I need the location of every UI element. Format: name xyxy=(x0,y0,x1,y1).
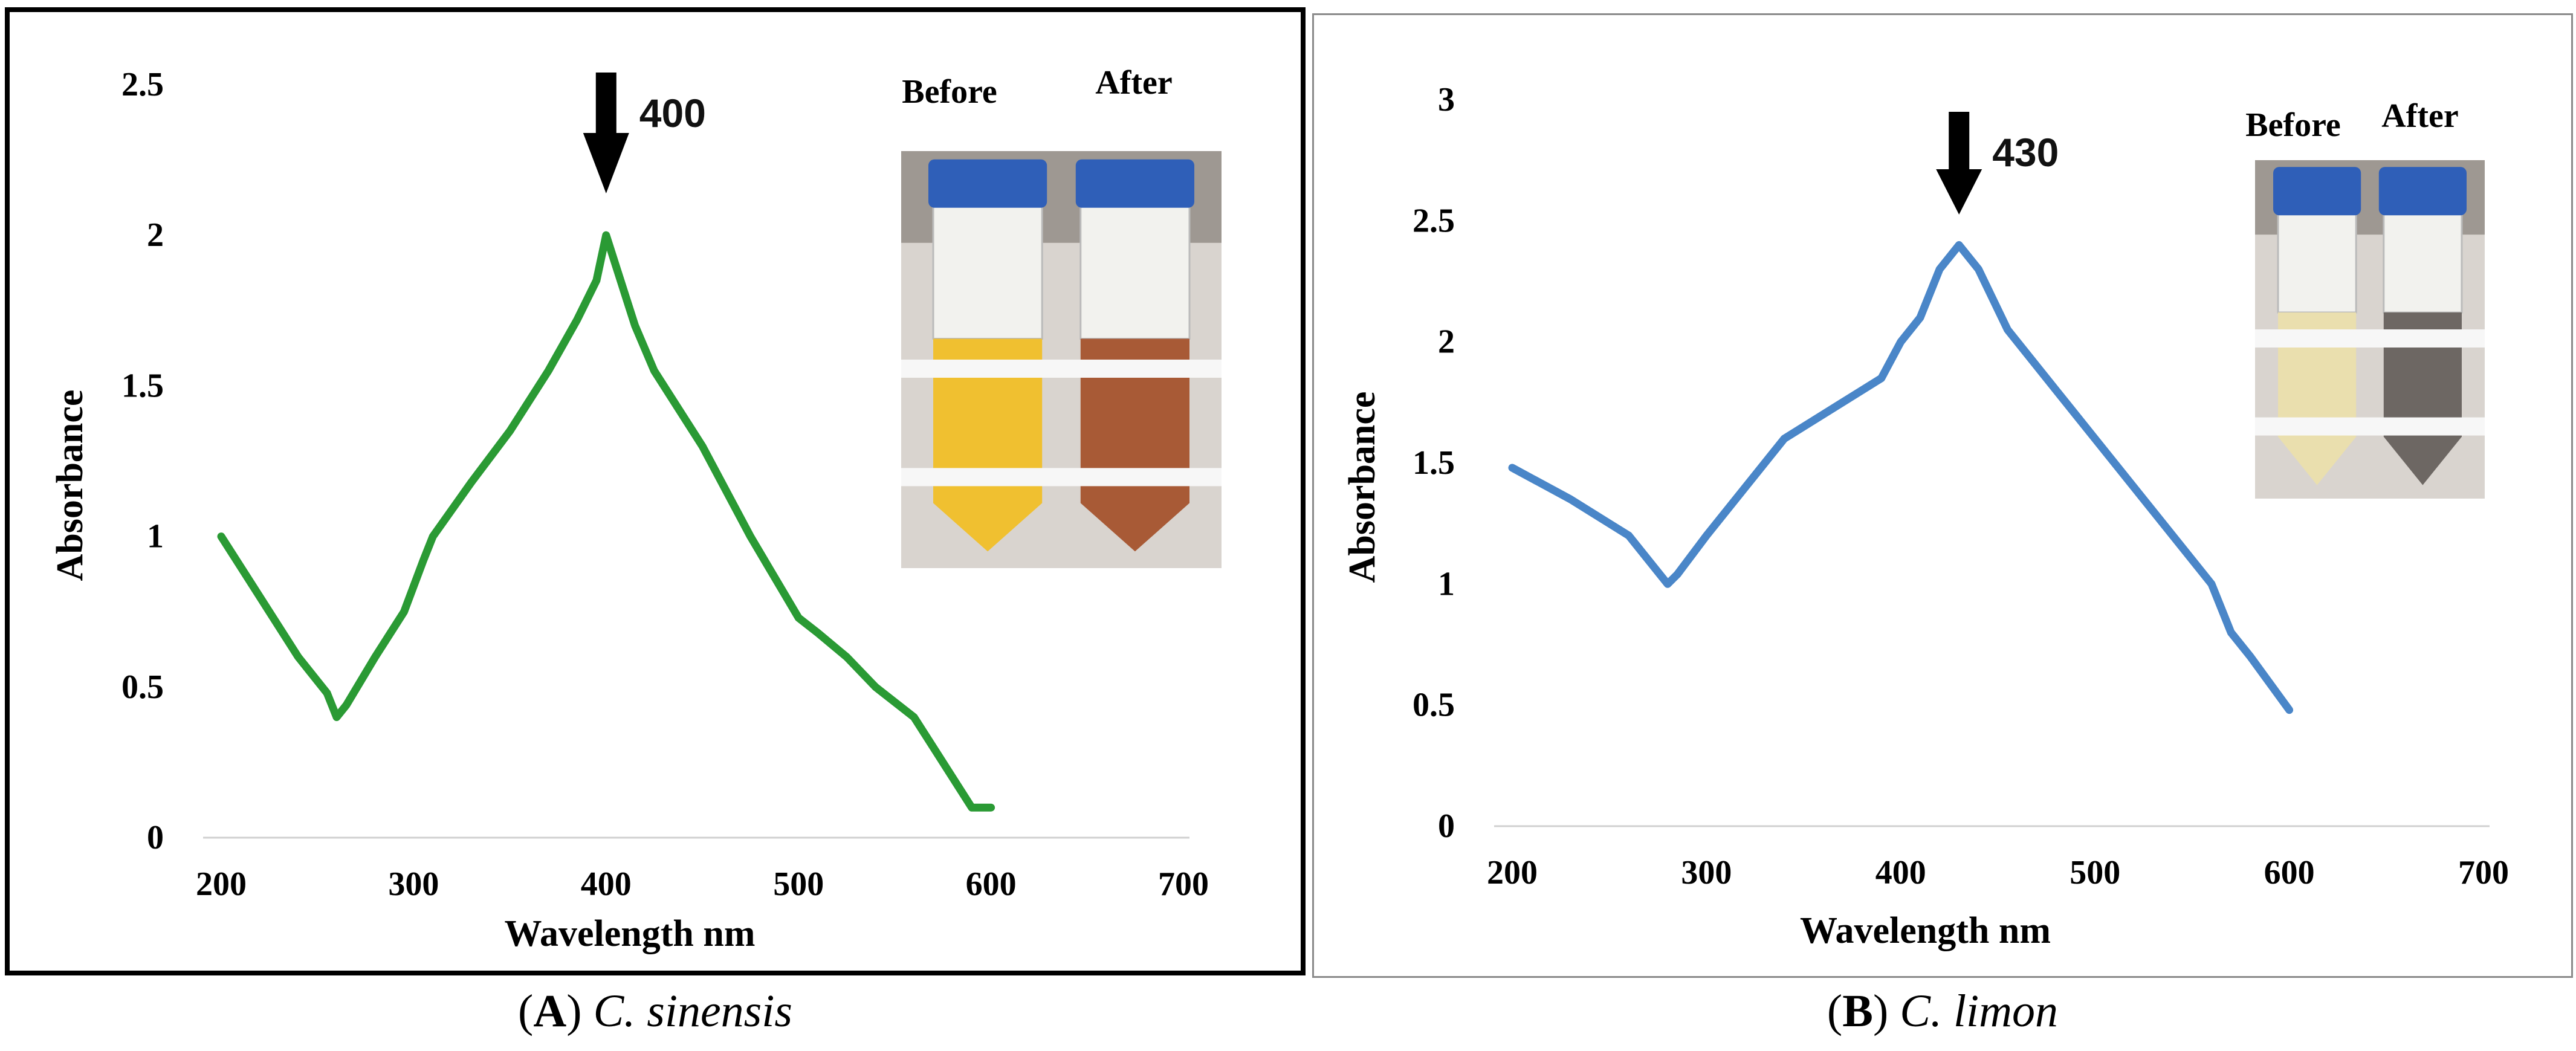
peak-arrow-shaft xyxy=(595,73,616,133)
test-tube-cap xyxy=(928,159,1047,208)
chart-panel-a: 200 300 400 500 600 700 0 0.5 1 1.5 2 2.5 Wavelength… xyxy=(5,7,1306,975)
x-tick-label: 700 xyxy=(2458,854,2509,891)
x-tick-label: 300 xyxy=(1681,854,1732,891)
peak-arrow-shaft xyxy=(1949,112,1970,169)
tube-rack-bar xyxy=(901,360,1222,378)
test-tube-glass xyxy=(2383,208,2463,314)
y-tick-label: 1 xyxy=(147,518,164,555)
peak-wavelength-label: 430 xyxy=(1992,130,2059,175)
chart-a-svg: 200 300 400 500 600 700 0 0.5 1 1.5 2 2.5 Wavelength… xyxy=(50,64,1222,954)
test-tube-cap xyxy=(2378,167,2467,216)
peak-wavelength-label: 400 xyxy=(639,91,706,135)
absorbance-series-line xyxy=(217,231,995,812)
absorbance-series-line xyxy=(1508,241,2294,714)
x-tick-label: 600 xyxy=(2264,854,2315,891)
x-tick-label: 200 xyxy=(1487,854,1538,891)
inset-label-after: After xyxy=(2381,97,2458,135)
inset-label-after: After xyxy=(1095,64,1172,102)
y-tick-label: 1 xyxy=(1438,565,1455,603)
x-tick-label: 600 xyxy=(966,865,1017,903)
caption-a-letter: A xyxy=(533,986,567,1036)
inset-label-before: Before xyxy=(902,73,997,111)
y-tick-label: 2 xyxy=(147,216,164,254)
x-tick-label: 700 xyxy=(1158,865,1209,903)
chart-b-svg: 200 300 400 500 600 700 0 0.5 1 1.5 2 2.5 3 Wavelengt… xyxy=(1342,81,2509,951)
y-axis-title: Absorbance xyxy=(1342,392,1383,583)
x-tick-label: 400 xyxy=(1875,854,1926,891)
x-tick-label: 500 xyxy=(773,865,824,903)
test-tube-glass xyxy=(1079,201,1191,340)
test-tube-solution xyxy=(2278,312,2357,485)
y-axis-title: Absorbance xyxy=(50,390,91,581)
y-tick-label: 2.5 xyxy=(1413,202,1455,239)
y-tick-label: 2.5 xyxy=(121,66,164,103)
caption-a: (A) C. sinensis xyxy=(518,986,792,1036)
test-tube-glass xyxy=(2277,208,2357,314)
caption-b-letter: B xyxy=(1842,986,1873,1036)
y-tick-label: 2 xyxy=(1438,323,1455,361)
y-tick-label: 3 xyxy=(1438,81,1455,118)
y-tick-label: 0 xyxy=(1438,807,1455,845)
test-tube-glass xyxy=(932,201,1043,340)
x-tick-label: 200 xyxy=(196,865,247,903)
test-tube-solution xyxy=(1080,338,1189,552)
tube-rack-bar xyxy=(901,468,1222,487)
y-tick-label: 0.5 xyxy=(121,668,164,706)
test-tube-cap xyxy=(2273,167,2361,216)
caption-b: (B) C. limon xyxy=(1827,986,2059,1036)
x-axis-title: Wavelength nm xyxy=(504,913,755,954)
caption-a-species: C. sinensis xyxy=(593,986,792,1036)
tube-rack-bar xyxy=(2255,329,2485,348)
tube-rack-bar xyxy=(2255,417,2485,436)
y-tick-label: 0.5 xyxy=(1413,687,1455,724)
peak-arrow-head xyxy=(583,133,629,193)
x-axis-title: Wavelength nm xyxy=(1800,910,2051,951)
x-tick-label: 300 xyxy=(388,865,439,903)
test-tube-solution xyxy=(2383,312,2462,485)
test-tube-solution xyxy=(933,338,1043,552)
inset-label-before: Before xyxy=(2245,106,2341,144)
y-tick-label: 1.5 xyxy=(121,367,164,404)
y-tick-label: 0 xyxy=(147,819,164,856)
x-tick-label: 400 xyxy=(581,865,632,903)
x-tick-label: 500 xyxy=(2070,854,2120,891)
test-tube-cap xyxy=(1075,159,1194,208)
caption-b-species: C. limon xyxy=(1900,986,2059,1036)
peak-arrow-head xyxy=(1936,169,1982,215)
chart-panel-b: 200 300 400 500 600 700 0 0.5 1 1.5 2 2.5 3 Wavelengt… xyxy=(1312,13,2573,978)
y-tick-label: 1.5 xyxy=(1413,444,1455,482)
